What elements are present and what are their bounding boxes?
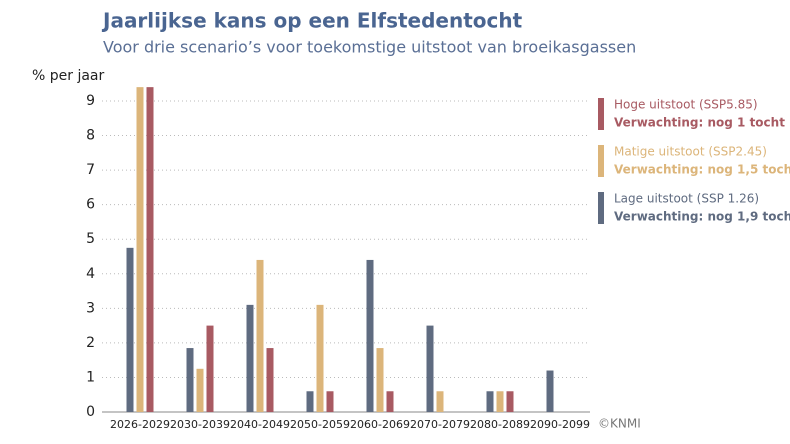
legend-swatch bbox=[598, 145, 604, 177]
legend-label: Lage uitstoot (SSP 1.26) bbox=[614, 192, 759, 206]
y-tick-label: 8 bbox=[86, 128, 95, 144]
legend-expectation: Verwachting: nog 1,5 tocht bbox=[614, 163, 790, 177]
y-tick-label: 0 bbox=[86, 404, 95, 420]
bar bbox=[436, 391, 444, 412]
legend-expectation: Verwachting: nog 1 tocht bbox=[614, 116, 785, 130]
legend-swatch bbox=[598, 192, 604, 224]
bar bbox=[206, 325, 214, 412]
y-tick-label: 7 bbox=[86, 162, 95, 178]
x-tick-label: 2090-2099 bbox=[530, 418, 590, 431]
source: ©KNMI bbox=[598, 417, 641, 431]
bar bbox=[496, 391, 504, 412]
y-tick-label: 1 bbox=[86, 369, 95, 385]
x-tick-label: 2080-2089 bbox=[470, 418, 530, 431]
bar bbox=[266, 348, 274, 412]
legend-label: Matige uitstoot (SSP2.45) bbox=[614, 145, 767, 159]
bar bbox=[196, 368, 204, 412]
bar bbox=[246, 304, 254, 412]
y-tick-label: 2 bbox=[86, 335, 95, 351]
y-tick-label: 5 bbox=[86, 231, 95, 247]
bar bbox=[326, 391, 334, 412]
bar bbox=[146, 87, 154, 413]
bar bbox=[506, 391, 514, 412]
x-tick-label: 2030-2039 bbox=[170, 418, 230, 431]
legend-label: Hoge uitstoot (SSP5.85) bbox=[614, 98, 758, 112]
chart-subtitle: Voor drie scenario’s voor toekomstige ui… bbox=[103, 38, 636, 57]
legend-expectation: Verwachting: nog 1,9 tocht bbox=[614, 210, 790, 224]
legend-swatch bbox=[598, 98, 604, 130]
bar bbox=[376, 348, 384, 412]
bar bbox=[306, 391, 314, 412]
y-tick-label: 3 bbox=[86, 300, 95, 316]
y-tick-label: 6 bbox=[86, 197, 95, 213]
bar bbox=[366, 259, 374, 412]
y-tick-label: 9 bbox=[86, 93, 95, 109]
x-tick-label: 2026-2029 bbox=[110, 418, 170, 431]
bar bbox=[386, 391, 394, 412]
bar bbox=[546, 370, 554, 412]
bar bbox=[316, 304, 324, 412]
chart-title: Jaarlijkse kans op een Elfstedentocht bbox=[101, 9, 523, 33]
y-axis-label: % per jaar bbox=[32, 68, 105, 84]
bar bbox=[126, 247, 134, 412]
x-tick-label: 2040-2049 bbox=[230, 418, 290, 431]
x-tick-label: 2070-2079 bbox=[410, 418, 470, 431]
x-tick-label: 2060-2069 bbox=[350, 418, 410, 431]
y-tick-label: 4 bbox=[86, 266, 95, 282]
bar bbox=[186, 348, 194, 412]
bar bbox=[426, 325, 434, 412]
bar bbox=[256, 259, 264, 412]
bar bbox=[486, 391, 494, 412]
bar bbox=[136, 87, 144, 413]
x-tick-label: 2050-2059 bbox=[290, 418, 350, 431]
